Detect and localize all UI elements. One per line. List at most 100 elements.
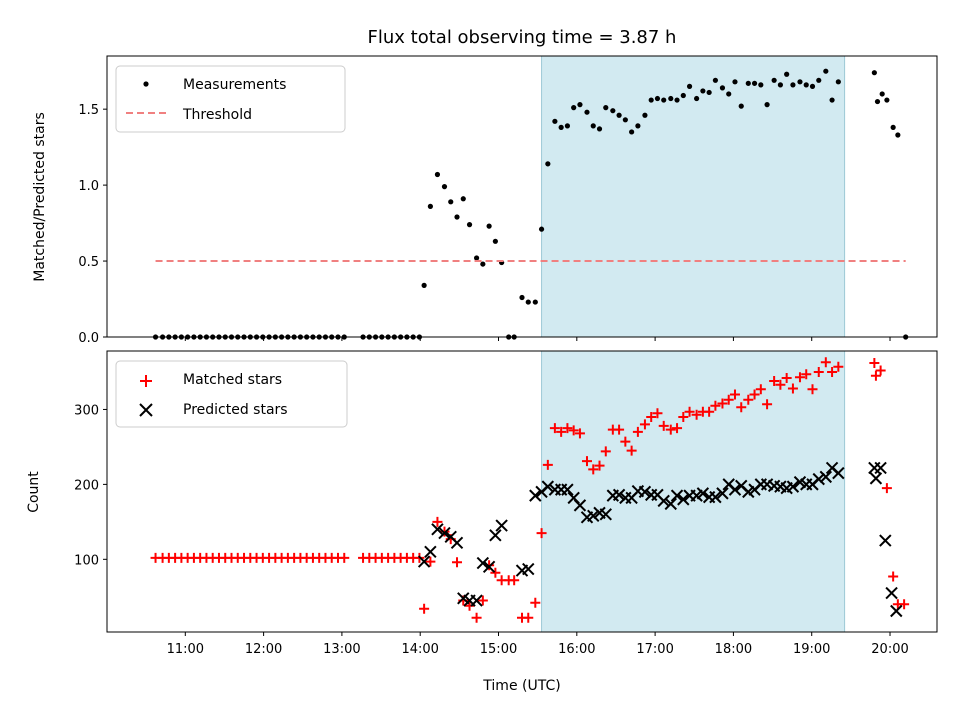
- point-matched-stars: [684, 406, 695, 417]
- point-measurements: [764, 102, 770, 108]
- point-matched-stars: [549, 423, 560, 434]
- point-matched-stars: [769, 375, 780, 386]
- point-predicted-stars: [541, 480, 555, 493]
- point-predicted-stars: [438, 526, 451, 540]
- xtick-label: 19:00: [793, 642, 830, 657]
- point-matched-stars: [477, 595, 488, 606]
- point-measurements: [686, 83, 693, 89]
- point-measurements: [616, 112, 622, 118]
- point-predicted-stars: [868, 461, 881, 475]
- point-measurements: [719, 85, 726, 91]
- legend-label-predicted: Predicted stars: [183, 402, 288, 418]
- point-predicted-stars: [561, 483, 574, 496]
- point-predicted-stars: [709, 490, 722, 504]
- point-matched-stars: [581, 456, 592, 467]
- point-measurements: [427, 203, 433, 209]
- chart-title: Flux total observing time = 3.87 h: [368, 27, 677, 48]
- point-matched-stars: [626, 445, 637, 456]
- point-measurements: [448, 199, 454, 205]
- point-matched-stars: [568, 425, 579, 436]
- point-measurements: [538, 226, 545, 232]
- xlabel: Time (UTC): [482, 678, 560, 694]
- xtick-label: 11:00: [167, 642, 204, 657]
- point-predicted-stars: [716, 487, 729, 500]
- point-measurements: [434, 171, 441, 178]
- point-measurements: [771, 77, 777, 83]
- legend-box-bottom: [115, 360, 348, 428]
- point-matched-stars: [787, 383, 798, 394]
- point-matched-stars: [620, 436, 631, 447]
- point-matched-stars: [471, 612, 482, 623]
- point-matched-stars: [339, 552, 350, 563]
- point-matched-stars: [813, 366, 824, 377]
- point-matched-stars: [807, 384, 818, 395]
- xtick-label: 14:00: [401, 642, 438, 657]
- point-matched-stars: [869, 357, 880, 368]
- point-predicted-stars: [529, 489, 542, 502]
- point-measurements: [571, 105, 577, 111]
- legend-marker-measurements: [143, 81, 149, 87]
- point-predicted-stars: [495, 519, 508, 532]
- point-predicted-stars: [599, 508, 612, 521]
- point-matched-stars: [717, 398, 728, 409]
- point-matched-stars: [672, 423, 683, 434]
- point-predicted-stars: [638, 485, 652, 499]
- legend-box-top: [115, 65, 346, 133]
- point-measurements: [622, 117, 628, 123]
- point-matched-stars: [594, 460, 605, 471]
- point-matched-stars: [419, 603, 430, 614]
- point-matched-stars: [691, 409, 702, 420]
- legend-label-matched: Matched stars: [183, 372, 282, 388]
- point-measurements: [642, 112, 648, 118]
- point-matched-stars: [775, 379, 786, 390]
- point-predicted-stars: [424, 545, 437, 559]
- point-matched-stars: [432, 516, 443, 527]
- axes-frame-bottom: [106, 350, 938, 633]
- point-measurements: [884, 97, 890, 103]
- point-measurements: [525, 299, 531, 305]
- point-measurements: [680, 92, 686, 99]
- legend-marker-predicted: [139, 403, 153, 417]
- point-predicted-stars: [476, 556, 490, 570]
- point-measurements: [890, 124, 896, 130]
- point-measurements: [473, 255, 480, 261]
- point-measurements: [694, 95, 700, 102]
- point-measurements: [758, 82, 764, 88]
- xtick-label: 13:00: [323, 642, 360, 657]
- point-predicted-stars: [869, 472, 883, 485]
- point-matched-stars: [509, 575, 520, 586]
- point-matched-stars: [723, 394, 734, 405]
- point-measurements: [871, 70, 877, 76]
- point-predicted-stars: [431, 523, 444, 536]
- point-predicted-stars: [482, 560, 496, 574]
- ytick-label-bottom: 100: [74, 553, 99, 568]
- point-matched-stars: [881, 483, 892, 494]
- point-measurements: [460, 196, 466, 202]
- point-measurements: [421, 282, 427, 288]
- point-matched-stars: [729, 389, 740, 400]
- point-measurements: [751, 80, 758, 86]
- point-measurements: [480, 261, 486, 267]
- point-measurements: [790, 82, 796, 88]
- point-matched-stars: [899, 599, 910, 610]
- legend-bottom: Matched stars Predicted stars: [115, 360, 348, 428]
- xtick-label: 17:00: [636, 642, 673, 657]
- point-matched-stars: [452, 557, 463, 568]
- point-measurements: [564, 123, 571, 129]
- point-matched-stars: [870, 370, 881, 381]
- point-predicted-stars: [677, 493, 690, 506]
- legend-label-threshold: Threshold: [182, 107, 252, 123]
- point-matched-stars: [678, 411, 689, 422]
- point-measurements: [784, 71, 790, 77]
- point-matched-stars: [523, 612, 534, 623]
- point-matched-stars: [762, 399, 773, 410]
- point-measurements: [879, 91, 885, 97]
- point-matched-stars: [801, 369, 812, 380]
- ylabel-top: Matched/Predicted stars: [32, 112, 48, 282]
- point-measurements: [745, 80, 751, 86]
- point-measurements: [668, 95, 674, 102]
- point-measurements: [558, 124, 564, 130]
- point-predicted-stars: [885, 586, 898, 600]
- point-measurements: [674, 97, 680, 103]
